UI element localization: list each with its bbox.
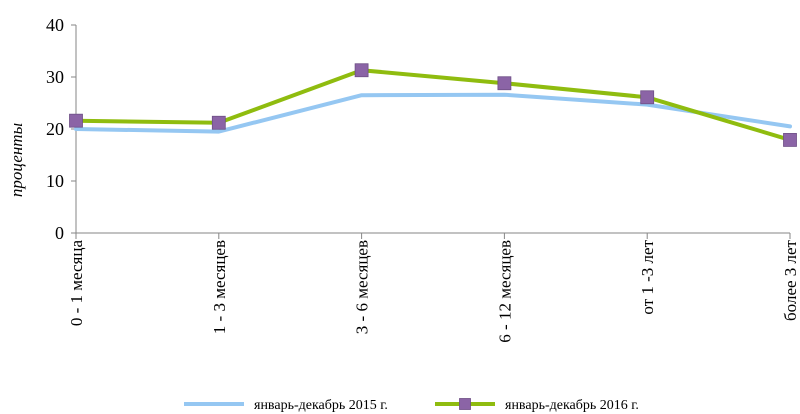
y-tick-label: 30 — [46, 67, 64, 87]
series-line-1 — [74, 92, 792, 134]
x-tick-label: 1 - 3 месяцев — [210, 240, 229, 334]
x-tick-label: 6 - 12 месяцев — [495, 240, 514, 343]
legend-marker — [459, 398, 471, 410]
data-point-marker — [783, 133, 797, 147]
data-point-marker — [354, 63, 369, 78]
data-point-marker — [640, 90, 655, 105]
x-tick-label: более 3 лет — [781, 239, 800, 321]
data-point-marker — [497, 76, 512, 91]
y-tick-label: 40 — [46, 15, 64, 35]
legend: январь-декабрь 2015 г. январь-декабрь 201… — [184, 398, 639, 413]
x-tick-label: 0 - 1 месяца — [67, 240, 86, 327]
y-tick-label: 10 — [46, 171, 64, 191]
x-axis-ticks: 0 - 1 месяца 1 - 3 месяцев 3 - 6 месяцев 6 … — [67, 233, 800, 343]
y-tick-label: 20 — [46, 119, 64, 139]
x-tick-label: 3 - 6 месяцев — [353, 240, 372, 334]
x-tick-label: от 1 -3 лет — [638, 239, 657, 314]
y-tick-label: 0 — [55, 223, 64, 243]
data-point-marker — [211, 115, 226, 130]
legend-label-2: январь-декабрь 2016 г. — [505, 398, 639, 413]
series-layer — [69, 63, 797, 147]
y-axis-ticks: 0 10 20 30 40 — [46, 15, 76, 243]
data-point-marker — [69, 113, 83, 128]
y-axis-label: проценты — [7, 123, 26, 197]
series-line-2 — [74, 68, 792, 142]
legend-label-1: январь-декабрь 2015 г. — [254, 398, 388, 413]
